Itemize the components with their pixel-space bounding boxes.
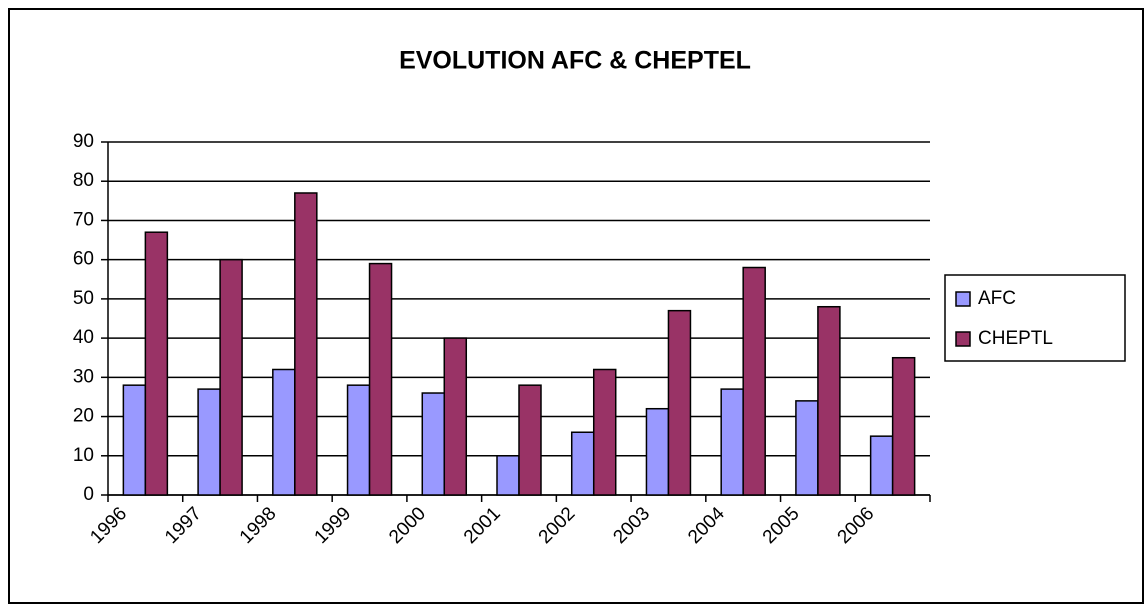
bar: [443, 337, 468, 496]
bar: [795, 400, 819, 496]
bar: [294, 192, 318, 496]
y-tick-label: 80: [73, 170, 94, 191]
bar: [219, 258, 243, 496]
bar: [817, 305, 841, 496]
y-tick-label: 30: [73, 366, 94, 387]
bar: [592, 368, 617, 496]
y-tick-label: 10: [73, 445, 94, 466]
legend-swatch: [955, 291, 971, 307]
chart-title: EVOLUTION AFC & CHEPTEL: [399, 47, 751, 75]
y-tick-label: 0: [83, 484, 94, 505]
bar: [144, 231, 169, 496]
bar: [346, 384, 371, 496]
bar: [891, 356, 916, 496]
y-tick-label: 70: [73, 209, 94, 230]
bar: [197, 388, 221, 496]
y-tick-label: 90: [73, 131, 94, 152]
legend-label: CHEPTL: [978, 328, 1053, 349]
y-tick-label: 60: [73, 249, 94, 270]
bar: [869, 435, 894, 496]
legend-swatch: [955, 331, 971, 347]
bar: [645, 407, 670, 496]
y-tick-label: 50: [73, 288, 94, 309]
bar: [368, 262, 393, 496]
y-tick-label: 20: [73, 406, 94, 427]
bar: [742, 266, 766, 496]
y-tick-label: 40: [73, 327, 94, 348]
bar: [720, 388, 744, 496]
legend-box: [944, 274, 1126, 362]
bar: [122, 384, 147, 496]
bar: [570, 431, 595, 496]
legend-label: AFC: [978, 288, 1016, 309]
bar: [518, 384, 542, 496]
bar: [496, 455, 520, 496]
bar: [667, 309, 692, 496]
bar: [272, 368, 296, 496]
bar: [421, 392, 446, 496]
